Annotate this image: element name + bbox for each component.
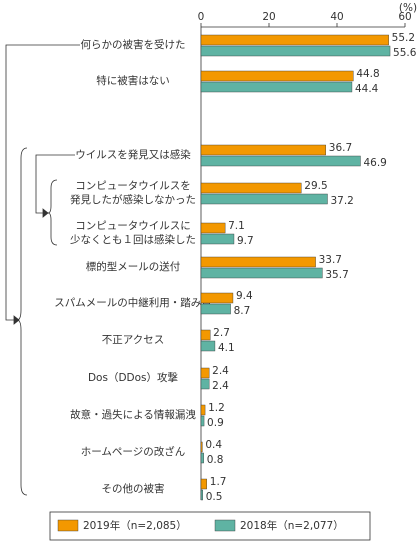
value-label: 7.1: [228, 220, 245, 232]
bar: [200, 340, 216, 352]
bar: [200, 415, 205, 427]
value-label: 9.4: [236, 290, 253, 302]
bar: [200, 155, 361, 167]
value-label: 4.1: [218, 342, 235, 354]
bar: [200, 378, 210, 390]
value-label: 1.2: [208, 402, 225, 414]
bar: [200, 478, 207, 490]
value-label: 35.7: [325, 269, 348, 281]
brace: [47, 179, 58, 246]
bar: [200, 144, 326, 156]
bar: [200, 303, 231, 315]
value-label: 33.7: [319, 254, 342, 266]
x-tick-label: 40: [330, 11, 343, 23]
bar: [200, 404, 206, 416]
value-label: 36.7: [329, 142, 352, 154]
category-label: Dos（DDos）攻撃: [88, 371, 179, 384]
bar: [200, 34, 389, 46]
bar: [200, 222, 226, 234]
value-label: 0.8: [207, 454, 224, 466]
value-label: 9.7: [237, 235, 254, 247]
bar: [200, 182, 302, 194]
legend-label: 2019年（n=2,085）: [83, 519, 187, 532]
arrow: [42, 208, 49, 218]
bar: [200, 193, 328, 205]
value-label: 55.6: [393, 47, 417, 59]
bar: [200, 233, 235, 245]
bar: [200, 81, 353, 93]
legend-box: [49, 511, 371, 541]
bar: [200, 367, 210, 379]
x-tick-label: 20: [262, 11, 275, 23]
category-label: スパムメールの中継利用・踏み台: [54, 296, 212, 309]
value-label: 46.9: [363, 157, 386, 169]
bar: [200, 70, 354, 82]
value-label: 0.5: [206, 491, 223, 503]
category-label: コンピュータウイルスに少なくとも１回は感染した: [70, 220, 196, 246]
bar: [200, 256, 316, 268]
value-label: 37.2: [330, 195, 353, 207]
outer-bracket: [5, 44, 80, 321]
bar: [200, 441, 203, 453]
value-label: 2.7: [213, 327, 230, 339]
category-label: その他の被害: [102, 482, 165, 495]
category-label: ホームページの改ざん: [81, 445, 185, 458]
bar: [200, 267, 323, 279]
brace: [16, 147, 28, 496]
axis-unit: (%): [399, 2, 417, 14]
value-label: 0.9: [207, 417, 224, 429]
category-label: ウイルスを発見又は感染: [75, 148, 191, 161]
bar: [200, 45, 391, 57]
value-label: 8.7: [234, 305, 251, 317]
value-label: 44.8: [356, 68, 379, 80]
value-label: 55.2: [392, 32, 415, 44]
brackets: [5, 44, 80, 496]
bar: [200, 329, 211, 341]
value-label: 44.4: [355, 83, 379, 95]
legend-label: 2018年（n=2,077）: [240, 519, 344, 532]
bar: [200, 292, 234, 304]
bar: [200, 452, 204, 464]
arrow: [13, 315, 20, 325]
legend-swatch: [57, 519, 79, 532]
inner-bracket: [35, 154, 75, 214]
value-label: 29.5: [304, 180, 327, 192]
bar: [200, 489, 203, 501]
category-label: 故意・過失による情報漏洩: [70, 408, 196, 421]
legend-swatch: [214, 519, 236, 532]
category-label: 標的型メールの送付: [86, 260, 181, 273]
value-label: 1.7: [210, 476, 227, 488]
category-label: 特に被害はない: [96, 74, 170, 87]
value-label: 2.4: [212, 380, 229, 392]
category-label: 不正アクセス: [102, 334, 164, 346]
value-label: 0.4: [205, 439, 222, 451]
category-label: コンピュータウイルスを発見したが感染しなかった: [70, 180, 196, 206]
x-tick-label: 0: [198, 11, 205, 23]
value-label: 2.4: [212, 365, 229, 377]
category-label: 何らかの被害を受けた: [81, 38, 186, 51]
x-tick-label: 60: [398, 11, 411, 23]
